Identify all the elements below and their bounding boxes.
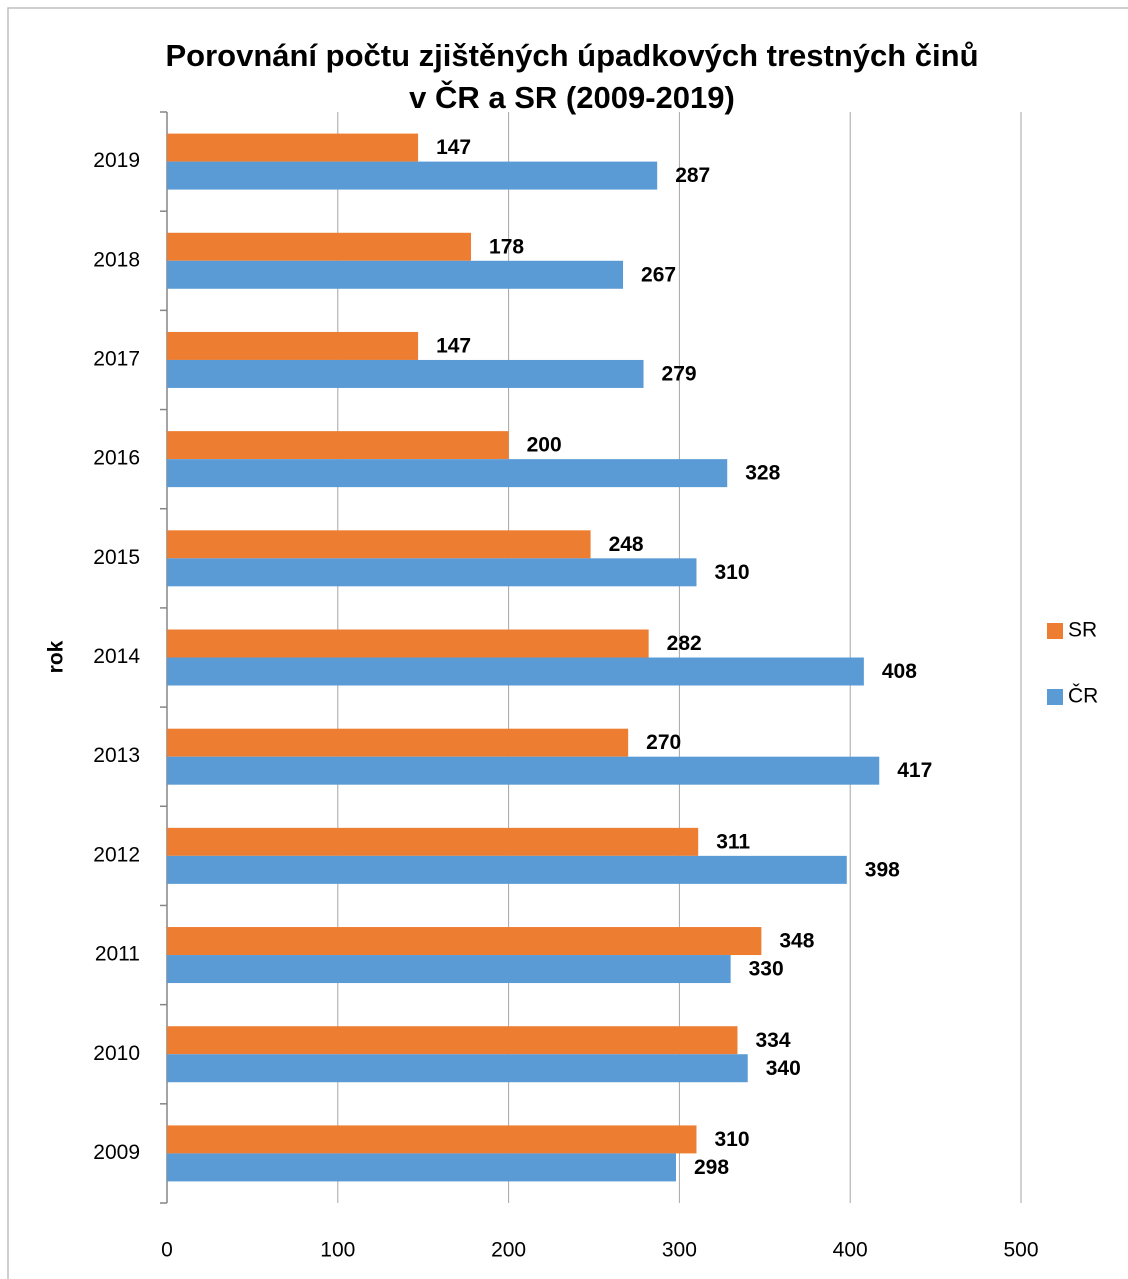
bar — [167, 331, 419, 360]
bar — [167, 657, 864, 686]
value-label: 340 — [766, 1057, 801, 1080]
y-tick-label: 2017 — [93, 348, 140, 371]
value-label: 267 — [641, 263, 676, 286]
chart-title: v ČR a SR (2009-2019) — [409, 79, 735, 115]
y-tick-label: 2009 — [93, 1141, 140, 1164]
x-tick-label: 0 — [161, 1239, 173, 1262]
value-label: 147 — [436, 335, 471, 358]
value-label: 178 — [489, 235, 524, 258]
value-label: 298 — [694, 1156, 729, 1179]
value-label: 270 — [646, 731, 681, 754]
legend-label: SR — [1068, 619, 1097, 642]
x-tick-label: 200 — [491, 1239, 526, 1262]
legend-swatch — [1047, 689, 1063, 705]
bar — [167, 855, 847, 884]
bar — [167, 459, 728, 488]
x-tick-label: 400 — [833, 1239, 868, 1262]
bar — [167, 133, 419, 162]
y-tick-label: 2019 — [93, 149, 140, 172]
value-label: 310 — [714, 1128, 749, 1151]
y-axis-label: rok — [45, 640, 68, 673]
value-label: 348 — [779, 930, 814, 953]
legend-label: ČR — [1068, 685, 1098, 708]
bar — [167, 955, 731, 984]
value-label: 330 — [749, 958, 784, 981]
bar — [167, 558, 697, 587]
value-label: 408 — [882, 660, 917, 683]
y-tick-label: 2018 — [93, 248, 140, 271]
bar — [167, 232, 472, 261]
y-tick-label: 2013 — [93, 744, 140, 767]
value-label: 287 — [675, 164, 710, 187]
bar — [167, 1125, 697, 1154]
bar — [167, 827, 699, 856]
bar — [167, 359, 644, 388]
bar — [167, 260, 624, 289]
value-label: 328 — [745, 462, 780, 485]
x-tick-label: 500 — [1003, 1239, 1038, 1262]
bar — [167, 927, 762, 956]
value-label: 147 — [436, 136, 471, 159]
bar — [167, 629, 649, 658]
legend-swatch — [1047, 623, 1063, 639]
bar — [167, 728, 629, 757]
bar — [167, 1026, 738, 1055]
y-tick-label: 2015 — [93, 546, 140, 569]
y-tick-label: 2014 — [93, 645, 140, 668]
y-tick-label: 2012 — [93, 843, 140, 866]
bar — [167, 530, 591, 559]
bar — [167, 756, 880, 785]
value-label: 310 — [714, 561, 749, 584]
value-label: 398 — [865, 858, 900, 881]
value-label: 311 — [716, 830, 750, 853]
value-label: 282 — [667, 632, 702, 655]
value-label: 200 — [527, 434, 562, 457]
value-label: 417 — [897, 759, 932, 782]
y-tick-label: 2011 — [95, 943, 140, 966]
x-tick-label: 100 — [320, 1239, 355, 1262]
value-label: 248 — [609, 533, 644, 556]
y-tick-label: 2010 — [93, 1042, 140, 1065]
y-tick-label: 2016 — [93, 447, 140, 470]
bar — [167, 1054, 748, 1083]
value-label: 279 — [662, 363, 697, 386]
chart-title: Porovnání počtu zjištěných úpadkových tr… — [165, 38, 978, 73]
bar — [167, 161, 658, 190]
x-tick-label: 300 — [662, 1239, 697, 1262]
bar — [167, 431, 509, 460]
bar — [167, 1153, 676, 1182]
value-label: 334 — [755, 1029, 790, 1052]
